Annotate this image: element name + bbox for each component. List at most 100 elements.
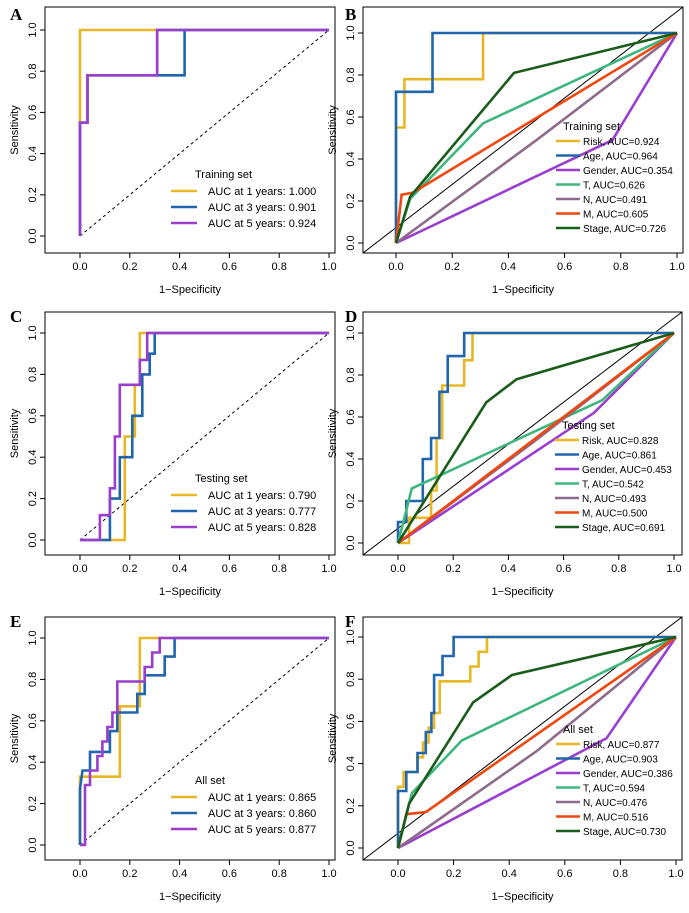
y-tick-label: 0.4 [27,450,39,465]
x-tick-label: 1.0 [669,261,684,273]
x-tick-label: 0.2 [122,868,137,880]
x-tick-label: 0.6 [222,261,237,273]
x-tick-label: 0.8 [272,261,287,273]
x-tick-label: 0.0 [388,261,403,273]
x-axis-title: 1−Specificity [159,891,222,903]
roc-curve-3 [397,636,678,850]
legend-title: All set [195,775,225,787]
x-tick-label: 1.0 [321,261,336,273]
y-tick-label: 0.0 [27,837,39,852]
plot-frame [44,311,336,556]
roc-panel-d: D 0.0 0.2 0.4 0.6 0.8 1.0 0.0 0.2 0.4 0.6 0.8 1.0 1−S… [327,307,683,598]
legend-entry: AUC at 5 years: 0.924 [208,218,316,230]
reference-diagonal [362,616,683,861]
legend-entry: N, AUC=0.493 [582,494,647,505]
legend-entry: N, AUC=0.476 [583,798,648,809]
legend-entry: T, AUC=0.542 [582,480,644,491]
x-tick-label: 0.4 [501,261,516,273]
panel-label: D [345,307,357,326]
y-tick-label: 0.8 [345,672,357,687]
y-tick-label: 0.0 [27,532,39,547]
y-tick-label: 0.6 [27,105,39,120]
x-tick-label: 0.2 [446,868,461,880]
y-tick-label: 0.8 [345,67,357,82]
x-axis-title: 1−Specificity [491,891,554,903]
y-tick-label: 0.4 [345,451,357,466]
roc-curve-3 [78,28,329,236]
y-tick-label: 1.0 [27,630,39,645]
roc-curve-3 [80,331,329,542]
plot-frame [44,616,336,861]
y-tick-label: 0.4 [27,146,39,161]
x-tick-label: 0.2 [122,563,137,575]
panel-label: F [345,612,355,631]
roc-curve-2 [396,635,676,848]
legend-entry: M, AUC=0.605 [583,210,649,221]
x-tick-label: 0.0 [390,868,405,880]
x-tick-label: 0.8 [272,563,287,575]
legend-entry: M, AUC=0.500 [582,509,648,520]
plot-frame [362,311,683,556]
legend-entry: Risk, AUC=0.877 [583,740,660,751]
legend-entry: Risk, AUC=0.828 [582,436,659,447]
x-axis-title: 1−Specificity [159,586,222,598]
y-tick-label: 0.2 [345,798,357,813]
legend-entry: AUC at 5 years: 0.877 [208,824,316,836]
y-tick-label: 0.0 [345,535,357,550]
legend-title: Training set [563,121,620,133]
x-tick-label: 0.4 [501,563,516,575]
y-tick-label: 0.6 [345,109,357,124]
x-tick-label: 0.6 [556,563,571,575]
roc-panel-b: B 0.0 0.2 0.4 0.6 0.8 1.0 0.0 0.2 0.4 0.6 0.8 1.0 1−S… [327,5,685,296]
x-tick-label: 0.2 [446,563,461,575]
y-tick-label: 1.0 [345,25,357,40]
panel-label: C [10,307,22,326]
legend-entry: Stage, AUC=0.691 [582,523,666,534]
roc-panel-c: C 0.0 0.2 0.4 0.6 0.8 1.0 0.0 0.2 0.4 0.6 0.8 1.0 1−S… [9,307,337,598]
x-tick-label: 0.8 [272,868,287,880]
x-tick-label: 1.0 [666,563,681,575]
roc-curve-1 [78,636,329,845]
roc-curve-2 [80,331,329,542]
y-tick-label: 0.6 [345,409,357,424]
roc-panel-f: F 0.0 0.2 0.4 0.6 0.8 1.0 0.0 0.2 0.4 0.6 0.8 1.0 1−S… [327,612,684,903]
x-tick-label: 0.4 [502,868,517,880]
roc-curve-3 [395,32,679,245]
roc-curve-2 [394,31,677,243]
legend-title: Testing set [562,420,615,432]
plot-frame [362,616,683,861]
legend-title: Training set [195,169,252,181]
plot-frame [362,6,684,254]
legend-entry: Gender, AUC=0.453 [582,465,672,476]
x-tick-label: 1.0 [668,868,683,880]
y-tick-label: 0.8 [27,367,39,382]
legend-entry: Gender, AUC=0.354 [583,166,673,177]
roc-curve-6 [397,331,675,545]
y-tick-label: 0.6 [345,714,357,729]
roc-curve-7 [396,331,675,544]
roc-curve-6 [394,31,678,244]
legend-entry: M, AUC=0.516 [583,813,649,824]
x-tick-label: 0.8 [613,261,628,273]
y-axis-title: Sensitivity [327,408,339,458]
x-tick-label: 0.6 [222,563,237,575]
roc-panel-a: A 0.0 0.2 0.4 0.6 0.8 1.0 0.0 0.2 0.4 0.6 0.8 1.0 1−S… [9,5,337,296]
legend-entry: AUC at 1 years: 0.790 [208,490,316,502]
roc-curve-7 [394,31,678,244]
x-tick-label: 0.0 [390,563,405,575]
legend-entry: T, AUC=0.626 [583,181,645,192]
legend-entry: Gender, AUC=0.386 [583,769,673,780]
legend-entry: AUC at 3 years: 0.901 [208,202,316,214]
legend-entry: N, AUC=0.491 [583,195,648,206]
legend-title: Testing set [195,473,248,485]
x-tick-label: 0.0 [72,868,87,880]
y-tick-label: 1.0 [345,325,357,340]
x-tick-label: 0.4 [172,563,187,575]
y-tick-label: 0.6 [27,713,39,728]
x-tick-label: 0.4 [172,868,187,880]
y-axis-title: Sensitivity [9,408,21,458]
plot-frame [44,6,336,254]
y-tick-label: 0.2 [345,493,357,508]
x-tick-label: 0.8 [613,868,628,880]
